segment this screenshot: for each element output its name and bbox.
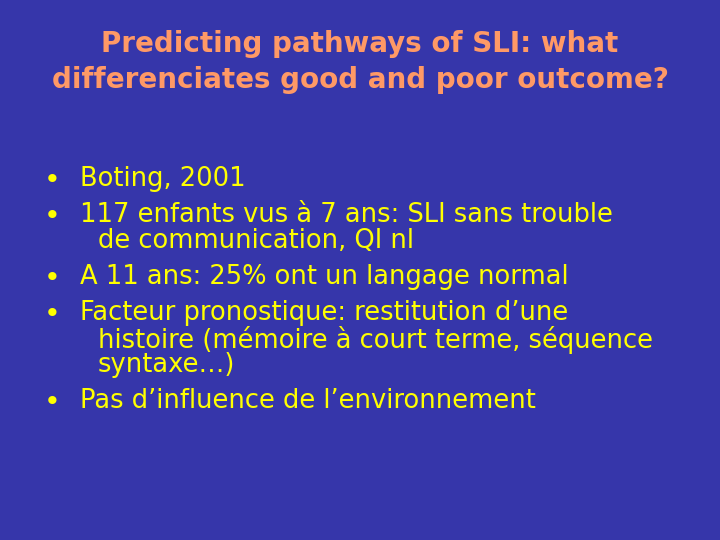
Text: A 11 ans: 25% ont un langage normal: A 11 ans: 25% ont un langage normal xyxy=(80,264,569,290)
Text: 117 enfants vus à 7 ans: SLI sans trouble: 117 enfants vus à 7 ans: SLI sans troubl… xyxy=(80,202,613,228)
Text: de communication, QI nl: de communication, QI nl xyxy=(98,228,414,254)
Text: histoire (mémoire à court terme, séquence: histoire (mémoire à court terme, séquenc… xyxy=(98,326,653,354)
Text: •: • xyxy=(44,264,60,292)
Text: •: • xyxy=(44,388,60,416)
Text: •: • xyxy=(44,202,60,230)
Text: syntaxe…): syntaxe…) xyxy=(98,352,235,378)
Text: Predicting pathways of SLI: what
differenciates good and poor outcome?: Predicting pathways of SLI: what differe… xyxy=(52,30,668,94)
Text: •: • xyxy=(44,300,60,328)
Text: •: • xyxy=(44,166,60,194)
Text: Facteur pronostique: restitution d’une: Facteur pronostique: restitution d’une xyxy=(80,300,568,326)
Text: Boting, 2001: Boting, 2001 xyxy=(80,166,246,192)
Text: Pas d’influence de l’environnement: Pas d’influence de l’environnement xyxy=(80,388,536,414)
